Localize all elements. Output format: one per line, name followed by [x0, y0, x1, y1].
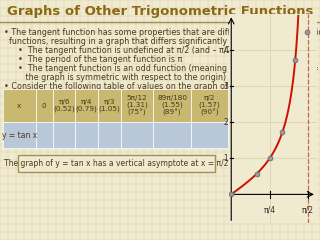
Bar: [36, 89, 53, 122]
Text: π/4
(0.79): π/4 (0.79): [76, 99, 98, 112]
Text: x: x: [17, 102, 21, 108]
Bar: [3, 122, 36, 148]
Bar: [76, 122, 98, 148]
Bar: [36, 122, 53, 148]
Bar: [153, 122, 191, 148]
Text: • The tangent function has some properties that are different than the sinusoida: • The tangent function has some properti…: [4, 28, 320, 37]
Text: Graphs of Other Trigonometric Functions: Graphs of Other Trigonometric Functions: [7, 5, 313, 18]
Bar: [18, 155, 215, 172]
Text: the graph is symmetric with respect to the origin): the graph is symmetric with respect to t…: [8, 73, 226, 82]
Text: 1: 1: [224, 154, 228, 163]
Text: 4: 4: [223, 46, 228, 55]
Text: 2: 2: [224, 118, 228, 127]
Bar: [191, 122, 228, 148]
Text: π/2: π/2: [302, 205, 314, 214]
Text: •  The tangent function is an odd function (meaning f(-x) = -tan x = -f(x) = -ta: • The tangent function is an odd functio…: [8, 64, 320, 73]
Bar: [191, 89, 228, 122]
Bar: [3, 89, 36, 122]
Text: •  The period of the tangent function is π: • The period of the tangent function is …: [8, 55, 182, 64]
Text: 89π/180
(1.55)
(89°): 89π/180 (1.55) (89°): [157, 95, 187, 116]
Text: 0: 0: [42, 102, 47, 108]
Text: π/4: π/4: [264, 205, 276, 214]
Text: π/6
(0.52): π/6 (0.52): [53, 99, 75, 112]
Text: The graph of y = tan x has a vertical asymptote at x = π/2: The graph of y = tan x has a vertical as…: [4, 159, 229, 168]
Text: π/3
(1.05): π/3 (1.05): [99, 99, 120, 112]
Text: • Consider the following table of values on the graph of y = tan x: • Consider the following table of values…: [4, 82, 267, 91]
Bar: [153, 89, 191, 122]
Text: π/2
(1.57)
(90°): π/2 (1.57) (90°): [198, 95, 220, 116]
Bar: [98, 122, 121, 148]
Text: 5π/12
(1.31)
(75°): 5π/12 (1.31) (75°): [126, 95, 148, 116]
Bar: [121, 122, 153, 148]
Text: •  The tangent function is undefined at π/2 (and – π/2, etc.): • The tangent function is undefined at π…: [8, 46, 255, 55]
Bar: [121, 89, 153, 122]
Bar: [98, 89, 121, 122]
Text: 3: 3: [223, 82, 228, 91]
Text: functions, resulting in a graph that differs significantly: functions, resulting in a graph that dif…: [4, 37, 227, 46]
Bar: [53, 89, 76, 122]
Text: y = tan x: y = tan x: [2, 131, 37, 139]
Bar: [76, 89, 98, 122]
Bar: [53, 122, 76, 148]
